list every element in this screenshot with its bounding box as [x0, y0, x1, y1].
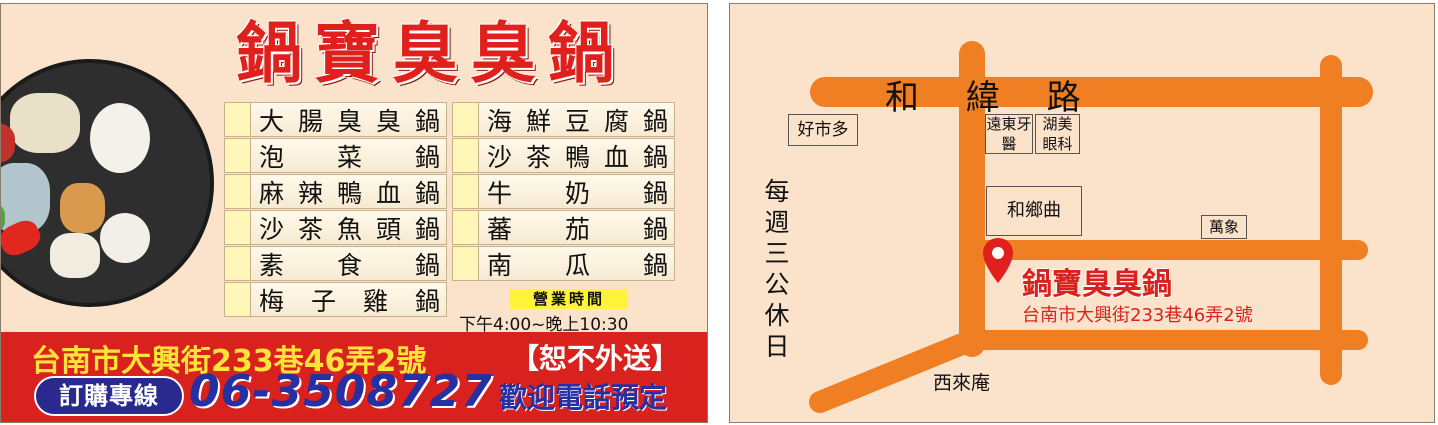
landmark-costco: 好市多: [788, 114, 858, 146]
menu-item: 麻辣鴨血鍋: [224, 174, 447, 209]
closed-day-note: 每週三公休日: [764, 177, 790, 361]
menu-left-column: 大腸臭臭鍋 泡菜鍋 麻辣鴨血鍋 沙茶魚頭鍋 素食鍋 梅子雞鍋: [224, 102, 447, 318]
map-roads: [809, 41, 1373, 413]
map-shop-address: 台南市大興街233巷46弄2號: [1022, 305, 1253, 326]
menu-item: 南瓜鍋: [452, 246, 675, 281]
hours-time: 下午4:00~晚上10:30: [459, 315, 629, 335]
menu-item: 梅子雞鍋: [224, 282, 447, 317]
no-delivery-note: 【恕不外送】: [511, 342, 680, 375]
road-diagonal: [809, 329, 983, 413]
menu-item: 大腸臭臭鍋: [224, 102, 447, 137]
hotpot-photo: [1, 59, 214, 307]
landmark-xilaian: 西來庵: [933, 372, 991, 394]
address: 台南市大興街233巷46弄2號: [31, 344, 427, 379]
menu-item: 沙茶鴨血鍋: [452, 138, 675, 173]
menu-item: 牛奶鍋: [452, 174, 675, 209]
menu-item: 蕃茄鍋: [452, 210, 675, 245]
menu-item: 素食鍋: [224, 246, 447, 281]
location-pin-icon: [983, 238, 1013, 283]
road-label-hewei: 和 緯 路: [885, 78, 1099, 118]
landmark-optical: 湖美眼科: [1035, 114, 1080, 154]
menu-item: 沙茶魚頭鍋: [224, 210, 447, 245]
hotline-label: 訂購專線: [34, 376, 184, 416]
landmark-hexiangqu: 和鄉曲: [986, 186, 1082, 236]
landmark-dental: 遠東牙醫: [985, 114, 1033, 154]
business-card-back-map: 和 緯 路 每週三公休日 好市多 遠東牙醫 湖美眼科 和鄉曲 萬象 西來庵 鍋寶…: [729, 3, 1435, 423]
menu-item: 海鮮豆腐鍋: [452, 102, 675, 137]
welcome-reservation: 歡迎電話預定: [499, 381, 668, 414]
hours-label: 營業時間: [510, 289, 628, 309]
business-card-front: 鍋寶臭臭鍋 大腸臭臭鍋 泡菜鍋 麻辣鴨血鍋 沙茶魚頭鍋 素食鍋 梅子雞鍋 海鮮豆…: [0, 3, 708, 423]
map-shop-name: 鍋寶臭臭鍋: [1022, 267, 1172, 302]
landmark-wanxiang: 萬象: [1201, 215, 1247, 239]
shop-title: 鍋寶臭臭鍋: [236, 14, 626, 92]
phone-number[interactable]: 06-3508727: [189, 366, 493, 417]
menu-item: 泡菜鍋: [224, 138, 447, 173]
menu-right-column: 海鮮豆腐鍋 沙茶鴨血鍋 牛奶鍋 蕃茄鍋 南瓜鍋: [452, 102, 675, 282]
